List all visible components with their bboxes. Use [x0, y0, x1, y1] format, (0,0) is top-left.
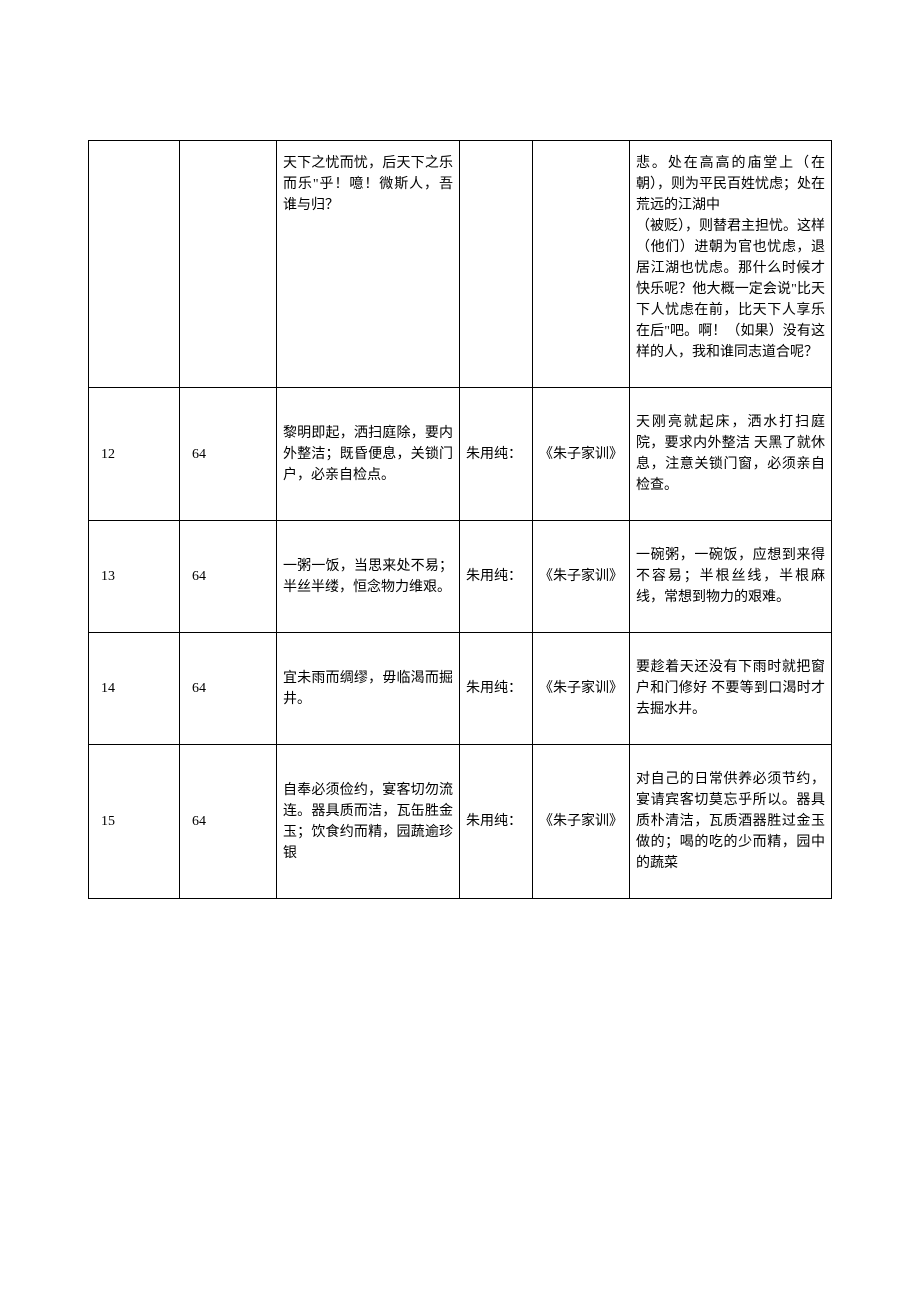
cell-translation: 对自己的日常供养必须节约，宴请宾客切莫忘乎所以。器具质朴清洁，瓦质酒器胜过金玉做… [630, 745, 832, 899]
table-row: 12 64 黎明即起，洒扫庭除，要内外整洁；既昏便息，关锁门户，必亲自检点。 朱… [89, 388, 832, 521]
cell-text: 天下之忧而忧，后天下之乐而乐"乎！噫！微斯人，吾谁与归？ [277, 141, 460, 388]
cell-author: 朱用纯： [460, 633, 533, 745]
cell-text: 宜未雨而绸缪，毋临渴而掘井。 [277, 633, 460, 745]
cell-id: 12 [89, 388, 180, 521]
table-row: 13 64 一粥一饭，当思来处不易；半丝半缕，恒念物力维艰。 朱用纯： 《朱子家… [89, 521, 832, 633]
cell-author: 朱用纯： [460, 745, 533, 899]
cell-translation: 天刚亮就起床，洒水打扫庭院，要求内外整洁 天黑了就休息，注意关锁门窗，必须亲自检… [630, 388, 832, 521]
cell-id: 15 [89, 745, 180, 899]
cell-translation: 一碗粥，一碗饭，应想到来得不容易；半根丝线，半根麻线，常想到物力的艰难。 [630, 521, 832, 633]
cell-text: 一粥一饭，当思来处不易；半丝半缕，恒念物力维艰。 [277, 521, 460, 633]
cell-page: 64 [180, 633, 277, 745]
cell-translation: 要趁着天还没有下雨时就把窗户和门修好 不要等到口渴时才去掘水井。 [630, 633, 832, 745]
cell-page: 64 [180, 745, 277, 899]
cell-author [460, 141, 533, 388]
cell-translation: 悲。处在高高的庙堂上（在朝），则为平民百姓忧虑；处在荒远的江湖中（被贬），则替君… [630, 141, 832, 388]
cell-id [89, 141, 180, 388]
cell-author: 朱用纯： [460, 521, 533, 633]
cell-text: 黎明即起，洒扫庭除，要内外整洁；既昏便息，关锁门户，必亲自检点。 [277, 388, 460, 521]
cell-source: 《朱子家训》 [533, 633, 630, 745]
cell-page: 64 [180, 521, 277, 633]
cell-page: 64 [180, 388, 277, 521]
cell-id: 13 [89, 521, 180, 633]
cell-source: 《朱子家训》 [533, 745, 630, 899]
table-row: 天下之忧而忧，后天下之乐而乐"乎！噫！微斯人，吾谁与归？ 悲。处在高高的庙堂上（… [89, 141, 832, 388]
cell-id: 14 [89, 633, 180, 745]
table-body: 天下之忧而忧，后天下之乐而乐"乎！噫！微斯人，吾谁与归？ 悲。处在高高的庙堂上（… [89, 141, 832, 899]
cell-source: 《朱子家训》 [533, 521, 630, 633]
document-page: 天下之忧而忧，后天下之乐而乐"乎！噫！微斯人，吾谁与归？ 悲。处在高高的庙堂上（… [0, 0, 920, 959]
content-table: 天下之忧而忧，后天下之乐而乐"乎！噫！微斯人，吾谁与归？ 悲。处在高高的庙堂上（… [88, 140, 832, 899]
cell-source: 《朱子家训》 [533, 388, 630, 521]
cell-text: 自奉必须俭约，宴客切勿流连。器具质而洁，瓦缶胜金玉；饮食约而精，园蔬逾珍银 [277, 745, 460, 899]
table-row: 15 64 自奉必须俭约，宴客切勿流连。器具质而洁，瓦缶胜金玉；饮食约而精，园蔬… [89, 745, 832, 899]
table-row: 14 64 宜未雨而绸缪，毋临渴而掘井。 朱用纯： 《朱子家训》 要趁着天还没有… [89, 633, 832, 745]
cell-source [533, 141, 630, 388]
cell-page [180, 141, 277, 388]
cell-author: 朱用纯： [460, 388, 533, 521]
